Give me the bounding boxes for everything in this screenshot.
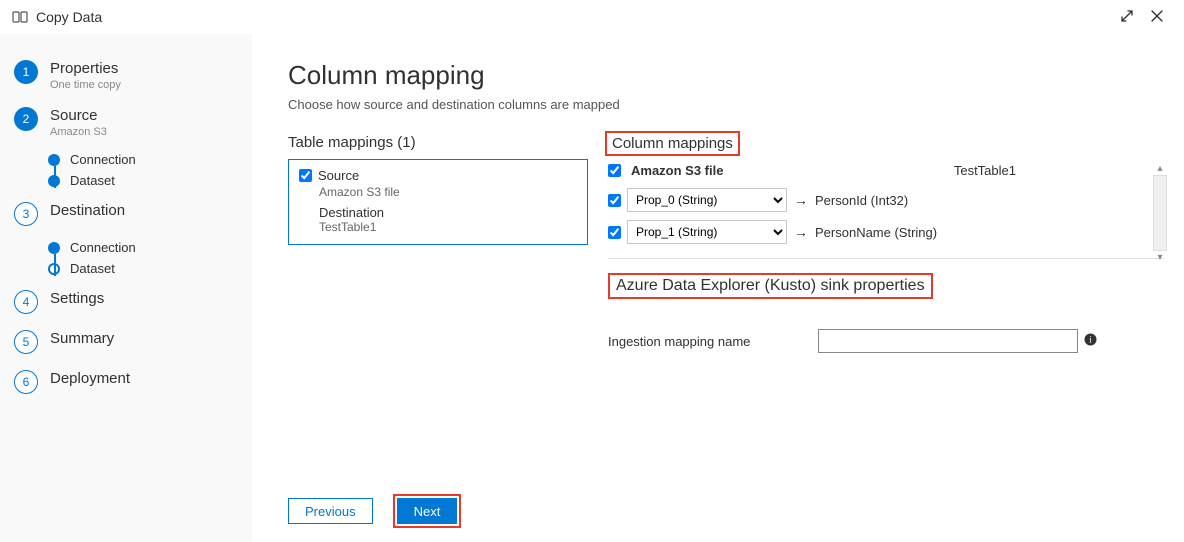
step-number: 1 (14, 60, 38, 84)
step-number: 5 (14, 330, 38, 354)
page-title: Column mapping (288, 60, 1164, 91)
arrow-icon: → (787, 224, 815, 240)
colmap-dest-value: PersonName (String) (815, 225, 937, 240)
step-number: 6 (14, 370, 38, 394)
step-title: Source (50, 107, 107, 124)
next-button-highlight: Next (393, 494, 462, 528)
step-source[interactable]: 2 Source Amazon S3 (0, 99, 252, 146)
step-title: Destination (50, 202, 125, 219)
ingestion-mapping-label: Ingestion mapping name (608, 334, 818, 349)
scroll-up-icon[interactable]: ▴ (1157, 163, 1162, 174)
substep-dest-connection[interactable]: Connection (48, 240, 252, 255)
step-number: 3 (14, 202, 38, 226)
scrollbar[interactable]: ▴ ▾ (1152, 163, 1168, 263)
step-deployment[interactable]: 6 Deployment (0, 362, 252, 402)
substep-source-connection[interactable]: Connection (48, 152, 252, 167)
table-mappings-heading: Table mappings (1) (288, 134, 588, 151)
step-number: 4 (14, 290, 38, 314)
colmap-row: Prop_1 (String) → PersonName (String) (608, 216, 1146, 248)
titlebar: Copy Data (0, 0, 1184, 34)
substep-dot-icon (48, 242, 60, 254)
step-subtitle: One time copy (50, 79, 121, 91)
page-description: Choose how source and destination column… (288, 97, 1164, 112)
info-icon[interactable]: i (1084, 333, 1097, 349)
colmap-dest-header: TestTable1 (954, 163, 1016, 178)
ingestion-mapping-input[interactable] (818, 329, 1078, 353)
previous-button[interactable]: Previous (288, 498, 373, 524)
scroll-track[interactable] (1153, 175, 1167, 251)
step-number: 2 (14, 107, 38, 131)
mapping-source-checkbox[interactable] (299, 169, 312, 182)
step-subtitle: Amazon S3 (50, 126, 107, 138)
step-destination[interactable]: 3 Destination (0, 194, 252, 234)
column-mappings-header: Amazon S3 file TestTable1 (608, 163, 1146, 178)
step-title: Deployment (50, 370, 130, 387)
arrow-icon: → (787, 192, 815, 208)
mapping-source-label: Source (318, 168, 359, 183)
step-title: Summary (50, 330, 114, 347)
wizard-sidebar: 1 Properties One time copy 2 Source Amaz… (0, 34, 252, 542)
next-button[interactable]: Next (397, 498, 458, 524)
step-title: Settings (50, 290, 104, 307)
colmap-dest-value: PersonId (Int32) (815, 193, 908, 208)
step-properties[interactable]: 1 Properties One time copy (0, 52, 252, 99)
mapping-dest-label: Destination (319, 205, 577, 220)
colmap-source-select[interactable]: Prop_0 (String) (627, 188, 787, 212)
sink-properties-heading: Azure Data Explorer (Kusto) sink propert… (608, 273, 933, 299)
step-title: Properties (50, 60, 121, 77)
substep-dot-icon (48, 154, 60, 166)
close-icon[interactable] (1142, 9, 1172, 26)
column-mappings-heading: Column mappings (608, 134, 737, 153)
substep-label: Connection (70, 240, 136, 255)
colmap-source-header: Amazon S3 file (631, 163, 723, 178)
window-title: Copy Data (36, 9, 1112, 25)
colmap-row: Prop_0 (String) → PersonId (Int32) (608, 184, 1146, 216)
substep-dest-dataset[interactable]: Dataset (48, 261, 252, 276)
colmap-selectall-checkbox[interactable] (608, 164, 621, 177)
step-summary[interactable]: 5 Summary (0, 322, 252, 362)
table-mapping-card[interactable]: Source Amazon S3 file Destination TestTa… (288, 159, 588, 245)
substep-label: Dataset (70, 261, 115, 276)
substep-label: Connection (70, 152, 136, 167)
mapping-source-value: Amazon S3 file (319, 185, 577, 199)
colmap-row-checkbox[interactable] (608, 194, 621, 207)
step-settings[interactable]: 4 Settings (0, 282, 252, 322)
colmap-source-select[interactable]: Prop_1 (String) (627, 220, 787, 244)
main-panel: Column mapping Choose how source and des… (252, 34, 1184, 542)
wizard-footer: Previous Next (288, 494, 461, 528)
scroll-down-icon[interactable]: ▾ (1157, 252, 1162, 263)
colmap-row-checkbox[interactable] (608, 226, 621, 239)
expand-icon[interactable] (1112, 9, 1142, 26)
substep-label: Dataset (70, 173, 115, 188)
mapping-dest-value: TestTable1 (319, 220, 577, 234)
copy-data-icon (12, 9, 28, 25)
substep-source-dataset[interactable]: Dataset (48, 173, 252, 188)
